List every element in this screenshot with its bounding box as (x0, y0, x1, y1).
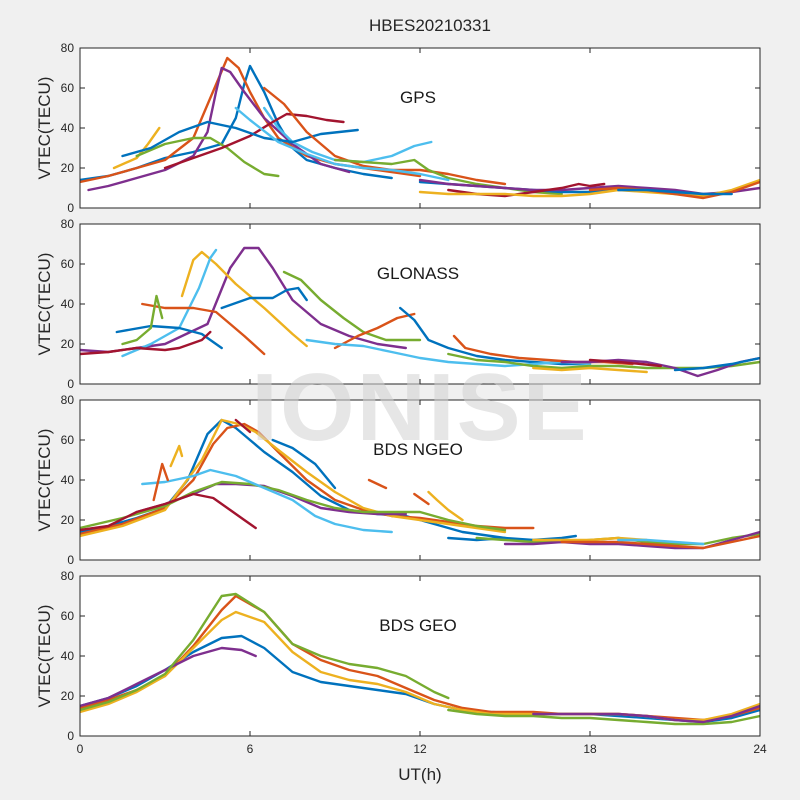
series-line-8 (121, 294, 164, 346)
panel-label: GPS (400, 88, 436, 107)
series-line-1 (180, 250, 308, 348)
series-line-6 (532, 704, 760, 724)
series-line-13 (234, 418, 252, 434)
series-group (80, 56, 760, 200)
series-line-0 (80, 634, 760, 724)
series-line-16 (588, 358, 662, 368)
y-tick-label: 80 (61, 569, 75, 583)
y-tick-label: 20 (61, 513, 75, 527)
x-tick-label: 6 (247, 742, 254, 756)
plot-area (80, 576, 760, 736)
figure-title: HBES20210331 (369, 16, 491, 35)
panel-0: 0 20 40 60 80 VTEC(TECU) GPS (35, 41, 761, 215)
y-tick-label: 60 (61, 433, 75, 447)
series-line-17 (532, 366, 648, 374)
series-line-6 (80, 492, 257, 532)
y-tick-label: 20 (61, 337, 75, 351)
watermark-text: IONISE (251, 354, 588, 461)
series-line-14 (447, 534, 577, 542)
y-tick-label: 20 (61, 689, 75, 703)
panel-3: 0 20 40 60 80 0 6 12 18 24 VTEC(TECU) BDS GEO (35, 569, 767, 756)
y-axis-label: VTEC(TECU) (35, 605, 54, 708)
series-line-1 (80, 422, 535, 536)
x-tick-label: 0 (77, 742, 84, 756)
series-group (80, 246, 760, 378)
x-axis-label: UT(h) (398, 765, 441, 784)
y-tick-label: 60 (61, 81, 75, 95)
series-line-3 (282, 270, 422, 342)
panel-label: BDS GEO (379, 616, 456, 635)
y-axis-label: VTEC(TECU) (35, 253, 54, 356)
y-tick-label: 0 (67, 201, 74, 215)
y-tick-label: 40 (61, 121, 75, 135)
panel-label: BDS NGEO (373, 440, 463, 459)
panel-1: 0 20 40 60 80 VTEC(TECU) GLONASS (35, 217, 761, 391)
y-tick-label: 0 (67, 553, 74, 567)
series-line-7 (169, 444, 184, 468)
series-line-15 (588, 180, 760, 200)
x-tick-label: 24 (753, 742, 767, 756)
series-line-18 (560, 534, 760, 550)
series-line-9 (367, 478, 388, 490)
series-line-6 (220, 286, 308, 310)
series-line-15 (673, 356, 760, 372)
series-line-5 (141, 468, 393, 534)
series-line-19 (617, 538, 705, 546)
y-axis-label: VTEC(TECU) (35, 77, 54, 180)
series-line-4 (135, 136, 280, 178)
series-line-3 (87, 66, 351, 192)
y-tick-label: 40 (61, 473, 75, 487)
y-tick-label: 60 (61, 257, 75, 271)
y-axis-label: VTEC(TECU) (35, 429, 54, 532)
y-tick-label: 60 (61, 609, 75, 623)
x-tick-label: 18 (583, 742, 597, 756)
series-line-5 (115, 324, 223, 350)
panel-2: 0 20 40 60 80 VTEC(TECU) BDS NGEO (35, 393, 761, 567)
series-line-6 (163, 112, 345, 170)
series-line-14 (418, 178, 760, 198)
x-tick-label: 12 (413, 742, 427, 756)
series-line-5 (447, 708, 760, 726)
panel-label: GLONASS (377, 264, 459, 283)
series-line-7 (80, 330, 212, 356)
y-tick-label: 80 (61, 393, 75, 407)
series-line-4 (141, 302, 266, 356)
y-tick-label: 0 (67, 729, 74, 743)
series-line-8 (152, 462, 169, 502)
series-line-11 (427, 490, 464, 522)
y-tick-label: 80 (61, 217, 75, 231)
series-line-17 (532, 536, 648, 542)
series-line-10 (234, 106, 450, 182)
series-line-3 (80, 646, 257, 708)
series-line-2 (80, 418, 507, 538)
y-tick-label: 20 (61, 161, 75, 175)
plot-area (80, 48, 760, 208)
series-line-9 (333, 312, 416, 350)
series-line-4 (80, 592, 450, 712)
y-tick-label: 80 (61, 41, 75, 55)
series-group (80, 592, 760, 726)
series-group (80, 418, 760, 550)
series-line-16 (617, 188, 733, 196)
series-line-12 (271, 438, 337, 490)
y-tick-label: 0 (67, 377, 74, 391)
series-line-10 (413, 492, 430, 506)
series-line-11 (305, 338, 592, 368)
y-tick-label: 40 (61, 297, 75, 311)
y-tick-label: 40 (61, 649, 75, 663)
